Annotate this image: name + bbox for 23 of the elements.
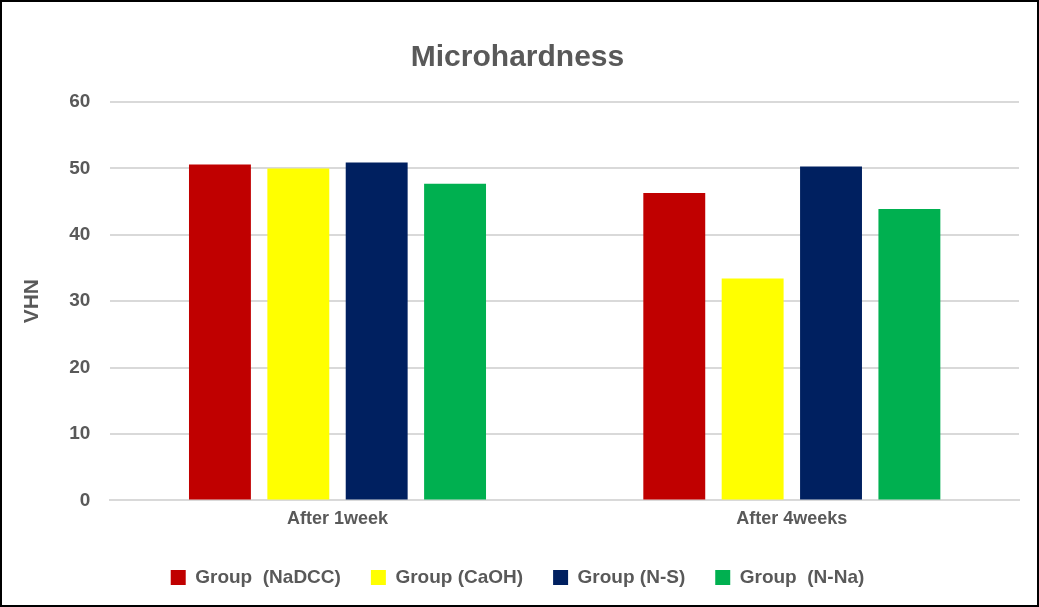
legend-label: Group (N-Na) xyxy=(739,565,865,587)
bar xyxy=(721,278,784,500)
bar xyxy=(800,166,862,500)
chart-title: Microhardness xyxy=(410,39,625,73)
x-tick-label: After 4weeks xyxy=(736,508,848,529)
legend-label: Group (N-S) xyxy=(577,565,686,587)
bar xyxy=(643,192,706,500)
x-tick-label: After 1week xyxy=(286,508,390,529)
bar xyxy=(267,168,330,500)
bar xyxy=(424,183,487,500)
bar xyxy=(878,208,941,500)
y-tick-label: 50 xyxy=(69,156,91,178)
y-tick-label: 20 xyxy=(69,355,91,377)
y-tick-label: 30 xyxy=(69,289,91,311)
y-tick-label: 10 xyxy=(69,422,91,444)
y-tick-label: 40 xyxy=(69,223,91,245)
legend-label: Group (CaOH) xyxy=(395,565,524,587)
bar xyxy=(345,162,408,500)
legend-label: Group (NaDCC) xyxy=(195,565,341,587)
bar xyxy=(188,164,251,500)
y-tick-label: 60 xyxy=(69,90,91,112)
y-axis-title: VHN xyxy=(19,279,43,324)
y-tick-label: 0 xyxy=(79,488,91,510)
